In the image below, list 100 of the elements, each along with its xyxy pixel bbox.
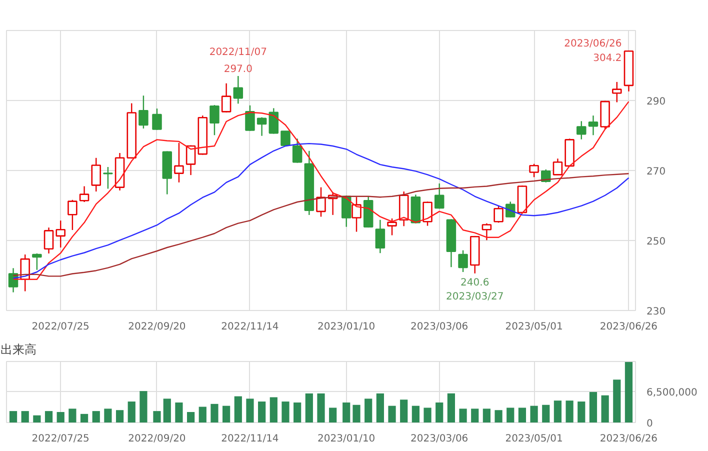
bar — [424, 408, 432, 422]
bar — [80, 414, 88, 422]
bar — [578, 402, 586, 422]
chart-title: 出来高 — [0, 342, 36, 356]
bar — [329, 408, 337, 422]
bar — [246, 398, 254, 422]
x-tick-label: 2022/11/14 — [221, 434, 279, 444]
x-tick-label: 2022/09/20 — [128, 322, 186, 332]
bar — [613, 380, 621, 422]
bar — [56, 412, 64, 422]
bar — [163, 398, 171, 422]
bar — [388, 406, 396, 422]
bar — [447, 393, 455, 422]
bar — [9, 411, 18, 422]
annotation: 297.0 — [224, 64, 252, 75]
y-tick-label: 6,500,000 — [646, 388, 698, 399]
bar — [624, 362, 633, 422]
annotation: 2023/06/26 — [564, 38, 622, 50]
candlestick — [588, 114, 598, 136]
bar — [482, 408, 491, 422]
y-tick-label: 250 — [646, 236, 666, 248]
bar — [400, 400, 408, 422]
x-tick-label: 2023/03/06 — [410, 434, 468, 444]
bar — [21, 411, 29, 422]
bar — [44, 411, 53, 422]
bar — [140, 391, 148, 422]
candlestick — [221, 82, 232, 113]
candlestick — [552, 158, 563, 176]
annotation: 2023/03/27 — [446, 291, 504, 302]
bar — [412, 406, 420, 422]
bar — [518, 408, 526, 422]
bar — [282, 402, 290, 422]
bar — [459, 408, 467, 422]
bar — [104, 408, 112, 422]
candlestick — [292, 138, 302, 164]
candlestick — [233, 75, 244, 104]
candlestick — [152, 108, 162, 130]
candlestick — [44, 226, 54, 254]
bar — [116, 410, 124, 422]
candlestick — [32, 252, 42, 270]
candlestick — [68, 199, 78, 231]
bar — [153, 411, 161, 422]
bar — [198, 406, 206, 422]
candlestick — [422, 201, 432, 226]
candlestick — [458, 250, 468, 273]
bar — [175, 402, 183, 422]
x-tick-label: 2022/07/25 — [32, 434, 90, 444]
bar — [554, 400, 562, 422]
candlestick — [280, 130, 290, 146]
candlestick — [56, 220, 66, 248]
bar — [270, 397, 278, 422]
bar — [68, 408, 76, 422]
x-tick-label: 2023/06/26 — [600, 322, 658, 332]
candlestick — [210, 104, 220, 136]
bar — [494, 410, 502, 422]
bar — [33, 415, 41, 422]
x-tick-label: 2022/07/25 — [32, 322, 90, 332]
y-tick-label: 290 — [646, 96, 666, 108]
bar — [352, 404, 360, 422]
y-tick-label: 230 — [646, 306, 666, 318]
bar — [92, 411, 100, 422]
candlestick — [138, 95, 148, 130]
candlestick — [256, 116, 267, 136]
bar — [210, 404, 218, 422]
bar — [187, 412, 195, 422]
bar — [258, 402, 266, 422]
bar — [542, 404, 550, 422]
x-tick-label: 2023/03/06 — [410, 322, 468, 332]
candlestick — [529, 163, 539, 178]
bar — [222, 406, 230, 422]
bar — [436, 402, 444, 422]
candlestick — [387, 218, 397, 236]
candlestick — [494, 205, 504, 224]
annotation: 2022/11/07 — [209, 47, 267, 58]
bar — [342, 402, 350, 422]
x-tick-label: 2023/05/01 — [505, 434, 563, 444]
candlestick — [186, 144, 196, 176]
bar — [317, 393, 325, 422]
candlestick — [375, 219, 386, 254]
candlestick — [79, 186, 90, 203]
candlestick — [541, 168, 551, 183]
candlestick — [103, 166, 113, 190]
x-tick-label: 2023/01/10 — [318, 322, 376, 332]
candlestick — [268, 108, 279, 134]
candlestick — [576, 120, 586, 140]
bar — [376, 393, 384, 422]
candlestick — [482, 222, 492, 241]
candlestick — [434, 182, 444, 210]
x-tick-label: 2023/05/01 — [505, 322, 563, 332]
bar — [566, 400, 574, 422]
annotation: 304.2 — [593, 52, 622, 64]
annotation: 240.6 — [460, 277, 490, 288]
bar — [128, 402, 136, 422]
x-tick-label: 2023/01/10 — [318, 434, 376, 444]
y-tick-label: 0 — [646, 418, 653, 430]
x-tick-label: 2022/09/20 — [128, 434, 186, 444]
x-tick-label: 2023/06/26 — [600, 434, 658, 444]
candlestick — [506, 201, 516, 218]
bar — [506, 408, 514, 422]
y-tick-label: 270 — [646, 166, 666, 178]
